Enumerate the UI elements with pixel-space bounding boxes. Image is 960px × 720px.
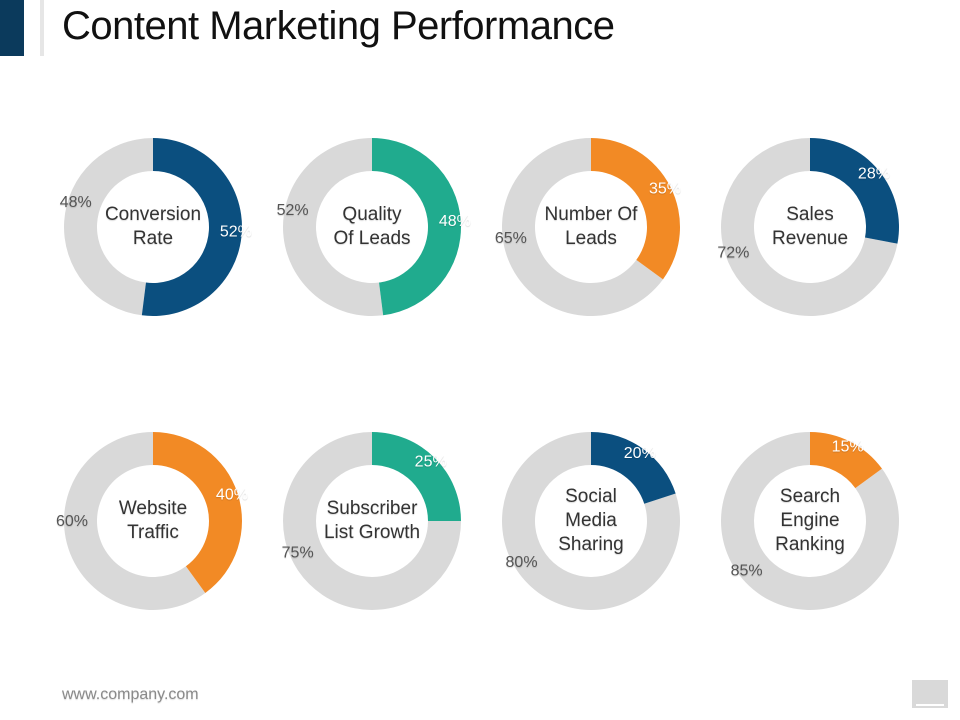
donut-remainder-segment bbox=[502, 138, 664, 316]
remainder-percent-label: 75% bbox=[282, 544, 314, 561]
remainder-percent-label: 85% bbox=[731, 563, 763, 580]
category-label: Conversion Rate bbox=[105, 204, 201, 249]
title-accent-bar bbox=[0, 0, 24, 56]
donut-chart: 20% 80% Social Media Sharing bbox=[502, 432, 681, 611]
category-label: Number Of Leads bbox=[545, 204, 639, 249]
donut-chart: 35% 65% Number Of Leads bbox=[495, 138, 681, 316]
remainder-percent-label: 52% bbox=[277, 202, 309, 219]
value-percent-label: 25% bbox=[415, 454, 447, 471]
corner-decoration bbox=[912, 680, 948, 708]
remainder-percent-label: 72% bbox=[717, 244, 749, 261]
category-label: Quality Of Leads bbox=[333, 204, 410, 249]
donut-remainder-segment bbox=[502, 432, 681, 611]
donut-value-segment bbox=[591, 432, 676, 504]
donut-chart: 15% 85% Search Engine Ranking bbox=[721, 432, 900, 610]
value-percent-label: 15% bbox=[832, 438, 864, 455]
donut-chart: 28% 72% Sales Revenue bbox=[717, 138, 899, 316]
value-percent-label: 40% bbox=[216, 487, 248, 504]
page-title: Content Marketing Performance bbox=[62, 4, 615, 48]
donut-chart: 25% 75% Subscriber List Growth bbox=[282, 432, 461, 610]
donut-remainder-segment bbox=[283, 432, 461, 610]
category-label: Sales Revenue bbox=[772, 204, 848, 249]
donut-remainder-segment bbox=[283, 138, 384, 316]
donut-value-segment bbox=[810, 138, 899, 244]
value-percent-label: 48% bbox=[439, 213, 471, 230]
donut-value-segment bbox=[141, 138, 242, 316]
donut-remainder-segment bbox=[721, 138, 898, 316]
donut-value-segment bbox=[591, 138, 680, 280]
donut-value-segment bbox=[372, 138, 462, 316]
donut-value-segment bbox=[372, 432, 461, 521]
value-percent-label: 20% bbox=[624, 445, 656, 462]
donut-value-segment bbox=[153, 432, 242, 594]
donut-chart: 40% 60% Website Traffic bbox=[56, 432, 248, 610]
title-accent-line bbox=[40, 0, 44, 56]
footer-website: www.company.com bbox=[62, 686, 199, 703]
value-percent-label: 35% bbox=[649, 181, 681, 198]
category-label: Subscriber List Growth bbox=[324, 498, 420, 543]
value-percent-label: 28% bbox=[858, 165, 890, 182]
remainder-percent-label: 80% bbox=[506, 554, 538, 571]
donut-value-segment bbox=[810, 432, 883, 489]
remainder-percent-label: 65% bbox=[495, 230, 527, 247]
donut-remainder-segment bbox=[721, 432, 900, 610]
donut-chart: 48% 52% Quality Of Leads bbox=[277, 138, 471, 316]
remainder-percent-label: 48% bbox=[60, 194, 92, 211]
donut-chart: 52% 48% Conversion Rate bbox=[60, 138, 252, 316]
category-label: Social Media Sharing bbox=[558, 486, 624, 555]
value-percent-label: 52% bbox=[220, 223, 252, 240]
donut-remainder-segment bbox=[63, 138, 153, 316]
donut-remainder-segment bbox=[63, 432, 206, 610]
remainder-percent-label: 60% bbox=[56, 513, 88, 530]
category-label: Website Traffic bbox=[119, 498, 187, 543]
category-label: Search Engine Ranking bbox=[775, 486, 845, 555]
